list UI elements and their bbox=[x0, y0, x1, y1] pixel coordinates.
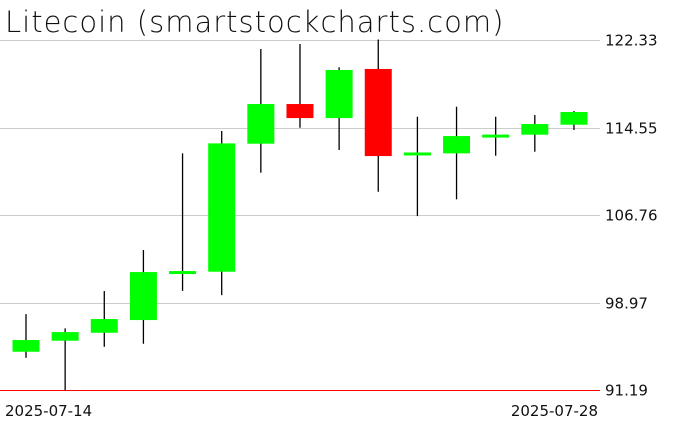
y-tick-label: 98.97 bbox=[605, 295, 648, 313]
chart-title: Litecoin (smartstockcharts.com) bbox=[5, 5, 505, 39]
candle bbox=[403, 116, 431, 217]
candle-body bbox=[325, 69, 353, 119]
candle bbox=[560, 110, 588, 130]
candle-body bbox=[12, 340, 40, 352]
x-tick-label: 2025-07-28 bbox=[511, 402, 598, 420]
candle bbox=[169, 153, 197, 291]
candle-body bbox=[364, 68, 392, 157]
candle-body bbox=[482, 134, 510, 138]
candle-body bbox=[90, 319, 118, 333]
candle bbox=[12, 314, 40, 358]
candle bbox=[129, 250, 157, 344]
candle-body bbox=[247, 104, 275, 144]
y-tick-label: 122.33 bbox=[605, 32, 658, 50]
candle-body bbox=[443, 136, 471, 154]
x-tick-label: 2025-07-14 bbox=[5, 402, 92, 420]
candle bbox=[443, 106, 471, 200]
candle bbox=[364, 39, 392, 192]
candle bbox=[90, 291, 118, 347]
candle-body bbox=[403, 152, 431, 156]
y-tick-label: 114.55 bbox=[605, 120, 658, 138]
candle-body bbox=[286, 104, 314, 119]
candle bbox=[482, 116, 510, 156]
candle bbox=[208, 131, 236, 296]
candle bbox=[247, 48, 275, 173]
candle bbox=[286, 44, 314, 128]
candle-body bbox=[560, 112, 588, 125]
candle-body bbox=[169, 271, 197, 275]
candle bbox=[325, 67, 353, 150]
candle bbox=[521, 115, 549, 152]
candle-body bbox=[521, 124, 549, 135]
candle-body bbox=[51, 332, 79, 341]
candle-body bbox=[208, 143, 236, 272]
candle-body bbox=[129, 272, 157, 321]
y-tick-label: 106.76 bbox=[605, 207, 658, 225]
candle bbox=[51, 328, 79, 391]
y-tick-label: 91.19 bbox=[605, 382, 648, 400]
